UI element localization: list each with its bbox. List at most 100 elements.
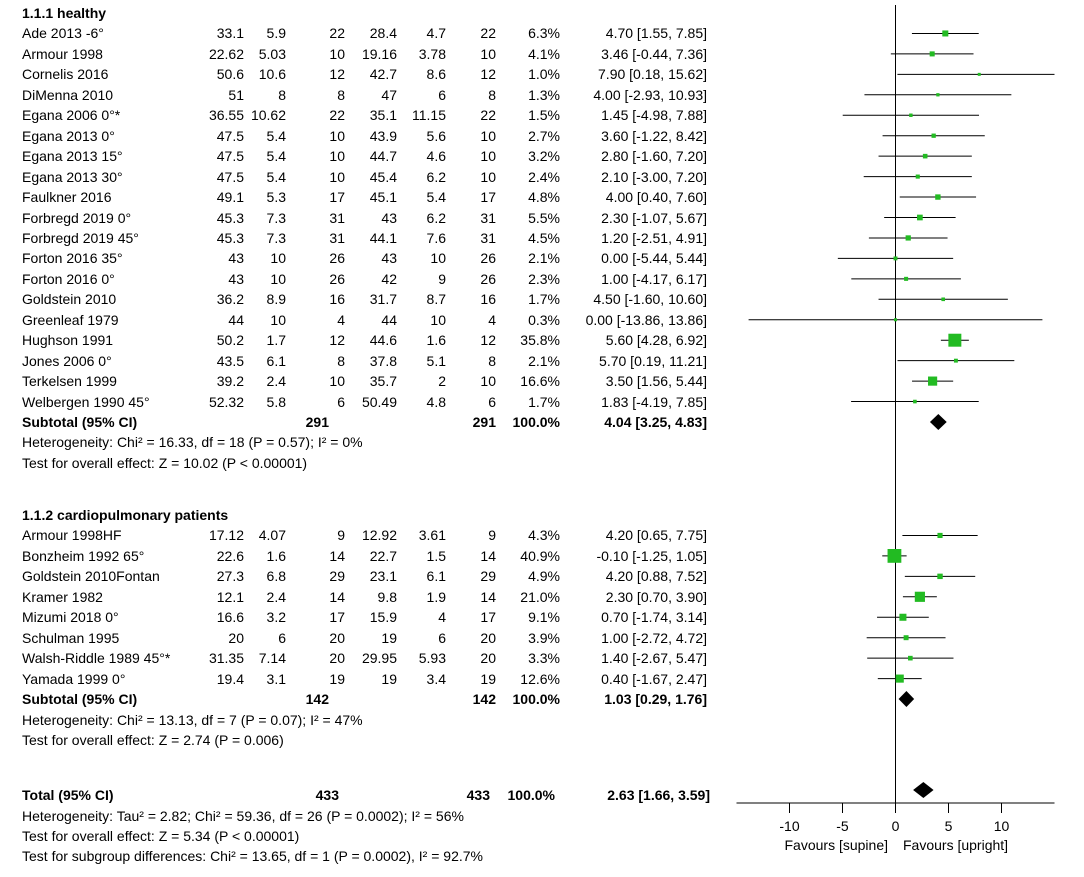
study-sd1: 7.3 (266, 209, 286, 226)
study-marker (953, 358, 958, 363)
study-weight: 4.5% (528, 229, 560, 246)
study-ci: 0.00 [-13.86, 13.86] (585, 311, 707, 328)
study-m2: 44.6 (369, 332, 397, 349)
study-n2: 31 (480, 229, 496, 246)
study-n2: 4 (488, 311, 496, 328)
study-m2: 15.9 (369, 609, 397, 626)
x-tick-label: 0 (892, 818, 900, 834)
study-n1: 16 (329, 291, 345, 308)
subtotal-diamond (898, 691, 915, 708)
study-sd1: 5.8 (266, 393, 286, 410)
study-ci: 4.20 [0.65, 7.75] (605, 527, 707, 544)
subtotal-label: Subtotal (95% CI) (22, 414, 138, 430)
study-marker (915, 174, 920, 179)
study-weight: 2.4% (528, 168, 560, 185)
study-marker (893, 256, 898, 261)
study-m1: 43.5 (216, 352, 244, 369)
study-weight: 2.1% (528, 250, 560, 267)
x-tick-label: 10 (994, 818, 1010, 834)
study-ci: 1.83 [-4.19, 7.85] (601, 393, 707, 410)
study-ci: 1.00 [-4.17, 6.17] (601, 270, 707, 287)
study-marker (904, 276, 909, 281)
study-name: Mizumi 2018 0° (22, 609, 119, 626)
study-m1: 27.3 (216, 568, 244, 585)
study-weight: 9.1% (528, 609, 560, 626)
study-n2: 17 (480, 609, 496, 626)
study-name: Walsh-Riddle 1989 45°* (22, 650, 171, 667)
study-weight: 1.7% (528, 393, 560, 410)
study-ci: 0.70 [-1.74, 3.14] (601, 609, 707, 626)
study-n1: 4 (337, 311, 345, 328)
study-ci: 4.00 [-2.93, 10.93] (593, 86, 707, 103)
study-sd1: 5.9 (266, 25, 286, 42)
study-n2: 9 (488, 527, 496, 544)
study-sd2: 2 (438, 373, 446, 390)
total-label: Total (95% CI) (22, 787, 114, 803)
study-marker (936, 93, 940, 97)
study-sd2: 4.6 (426, 148, 446, 165)
study-m2: 45.4 (369, 168, 397, 185)
study-weight: 1.0% (528, 66, 560, 83)
study-m2: 37.8 (369, 352, 397, 369)
study-ci: 7.90 [0.18, 15.62] (598, 66, 707, 83)
subgroup-differences-text: Test for subgroup differences: Chi² = 13… (22, 848, 483, 864)
study-weight: 4.3% (528, 527, 560, 544)
study-name: Welbergen 1990 45° (22, 393, 150, 410)
study-sd2: 5.93 (418, 650, 446, 667)
study-n1: 8 (337, 352, 345, 369)
study-weight: 3.2% (528, 148, 560, 165)
study-m2: 44.7 (369, 148, 397, 165)
study-sd2: 4 (438, 609, 446, 626)
study-name: Forbregd 2019 0° (22, 209, 132, 226)
subtotal-weight: 100.0% (512, 691, 560, 708)
study-m1: 51 (228, 86, 244, 103)
study-n2: 14 (480, 588, 496, 605)
study-marker (942, 30, 949, 37)
study-ci: 4.70 [1.55, 7.85] (605, 25, 707, 42)
study-n1: 10 (329, 127, 345, 144)
study-name: Faulkner 2016 (22, 189, 112, 206)
study-ci: 1.00 [-2.72, 4.72] (601, 629, 707, 646)
study-n2: 12 (480, 332, 496, 349)
study-sd2: 4.7 (426, 25, 446, 42)
study-weight: 1.3% (528, 86, 560, 103)
study-weight: 3.3% (528, 650, 560, 667)
study-sd2: 1.5 (426, 547, 446, 564)
study-marker (913, 399, 917, 404)
study-name: Armour 1998HF (22, 527, 122, 544)
study-name: Goldstein 2010Fontan (22, 568, 160, 585)
study-weight: 16.6% (520, 373, 560, 390)
study-sd2: 10 (430, 250, 446, 267)
study-sd1: 3.2 (266, 609, 286, 626)
study-marker (894, 318, 897, 322)
study-name: Egana 2013 30° (22, 168, 123, 185)
study-n1: 10 (329, 45, 345, 62)
study-name: Egana 2013 15° (22, 148, 123, 165)
study-n1: 14 (329, 547, 345, 564)
study-n1: 8 (337, 86, 345, 103)
study-n2: 10 (480, 373, 496, 390)
study-n1: 31 (329, 209, 345, 226)
study-sd2: 6 (438, 86, 446, 103)
study-ci: 4.20 [0.88, 7.52] (605, 568, 707, 585)
study-m2: 19 (381, 629, 397, 646)
study-sd1: 10 (270, 311, 286, 328)
study-sd1: 8 (278, 86, 286, 103)
study-weight: 4.8% (528, 189, 560, 206)
study-sd1: 5.3 (266, 189, 286, 206)
study-sd1: 10 (270, 270, 286, 287)
study-sd2: 8.7 (426, 291, 446, 308)
x-tick-label: -10 (779, 818, 799, 834)
study-n2: 22 (480, 107, 496, 124)
total-heterogeneity-text: Heterogeneity: Tau² = 2.82; Chi² = 59.36… (22, 808, 464, 824)
study-weight: 21.0% (520, 588, 560, 605)
study-name: Hughson 1991 (22, 332, 114, 349)
study-sd1: 7.3 (266, 229, 286, 246)
study-ci: 2.30 [0.70, 3.90] (605, 588, 707, 605)
study-sd1: 1.7 (266, 332, 286, 349)
study-weight: 5.5% (528, 209, 560, 226)
study-m1: 22.62 (208, 45, 244, 62)
study-name: Cornelis 2016 (22, 66, 109, 83)
study-name: Jones 2006 0° (22, 352, 112, 369)
